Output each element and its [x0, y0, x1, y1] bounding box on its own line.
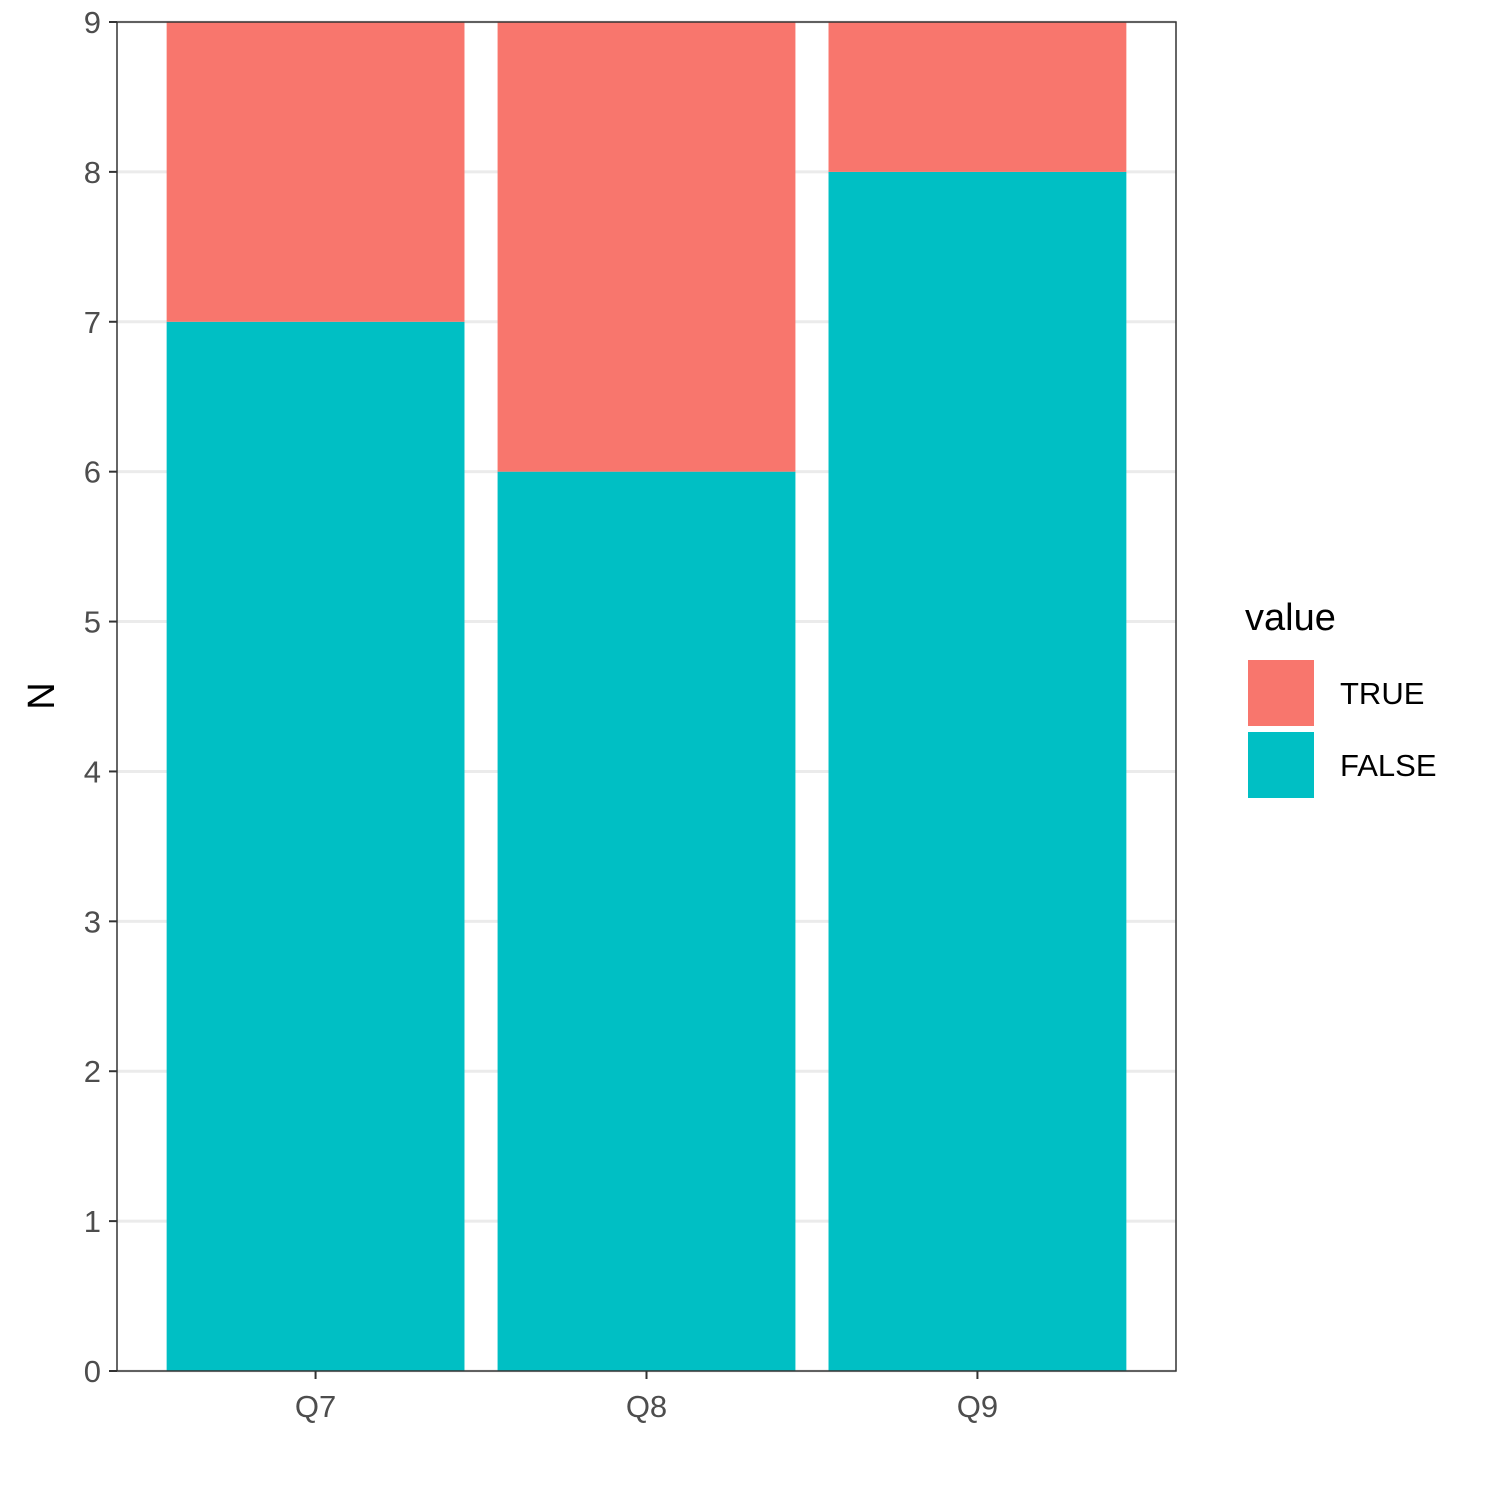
- y-tick-label-7: 7: [84, 305, 101, 340]
- y-tick-label-3: 3: [84, 904, 101, 939]
- legend: value TRUE FALSE: [1245, 597, 1437, 798]
- legend-title: value: [1245, 597, 1336, 639]
- bar-Q8-FALSE: [497, 471, 796, 1372]
- x-tick-label-Q8: Q8: [626, 1389, 667, 1424]
- bar-Q7-FALSE: [166, 321, 465, 1371]
- bar-Q8-TRUE: [497, 22, 796, 472]
- bar-Q7-TRUE: [166, 22, 465, 322]
- bars: [166, 22, 1127, 1372]
- y-tick-label-2: 2: [84, 1054, 101, 1089]
- x-tick-label-Q7: Q7: [295, 1389, 336, 1424]
- y-tick-label-9: 9: [84, 5, 101, 40]
- x-axis: Q7 Q8 Q9: [295, 1371, 998, 1424]
- x-tick-label-Q9: Q9: [957, 1389, 998, 1424]
- y-tick-label-5: 5: [84, 605, 101, 640]
- y-axis: 0 1 2 3 4 5 6 7 8 9: [84, 5, 117, 1389]
- y-tick-label-6: 6: [84, 455, 101, 490]
- legend-label-FALSE: FALSE: [1340, 748, 1437, 783]
- bar-Q9-FALSE: [828, 171, 1127, 1371]
- y-axis-title: N: [21, 682, 63, 709]
- y-tick-label-4: 4: [84, 754, 101, 789]
- legend-key-FALSE: [1248, 732, 1314, 798]
- legend-label-TRUE: TRUE: [1340, 676, 1424, 711]
- y-tick-label-8: 8: [84, 155, 101, 190]
- y-tick-label-0: 0: [84, 1354, 101, 1389]
- legend-key-TRUE: [1248, 660, 1314, 726]
- bar-Q9-TRUE: [828, 22, 1127, 172]
- y-tick-label-1: 1: [84, 1204, 101, 1239]
